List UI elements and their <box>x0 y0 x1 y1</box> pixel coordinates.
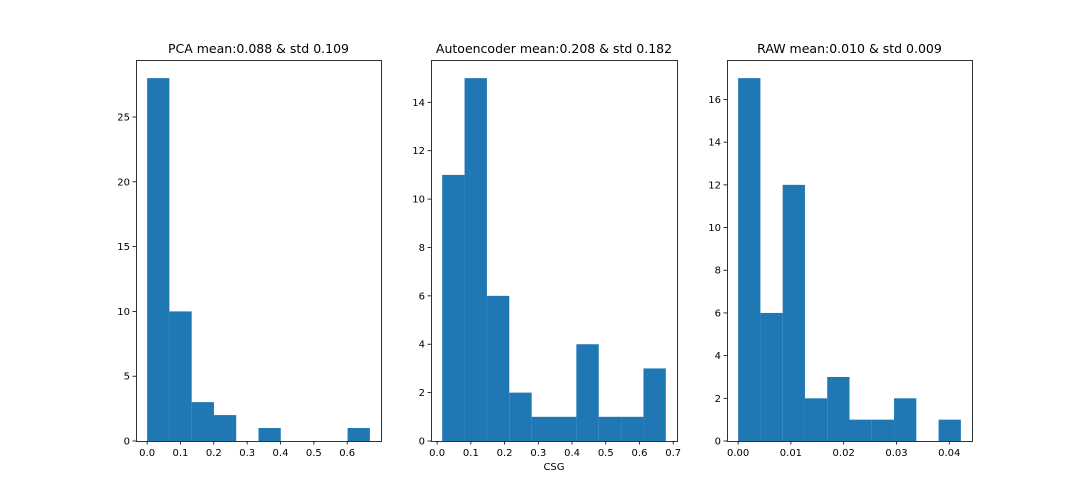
chart2-bar <box>576 344 599 441</box>
chart3-ytick-label: 2 <box>715 394 721 405</box>
chart2-ytick-label: 2 <box>419 388 425 399</box>
chart3-xtick-label: 0.02 <box>833 448 855 459</box>
chart1-bar <box>191 402 214 441</box>
chart3-bar <box>804 398 828 441</box>
chart2-ytick-label: 6 <box>419 291 425 302</box>
chart3-xtick-label: 0.04 <box>938 448 960 459</box>
chart3-ytick-label: 12 <box>708 180 721 191</box>
chart2-xtick-label: 0.2 <box>497 448 513 459</box>
chart1-ytick-label: 10 <box>117 307 130 318</box>
chart2-bar <box>464 78 487 442</box>
chart1-ytick-label: 5 <box>124 372 130 383</box>
chart1-xtick-label: 0.1 <box>173 448 189 459</box>
chart2-ytick-label: 10 <box>412 195 425 206</box>
chart3-bar <box>760 312 783 441</box>
chart3-xtick-label: 0.00 <box>727 448 749 459</box>
chart3-ytick-label: 6 <box>715 308 721 319</box>
chart3-bar <box>827 376 850 441</box>
chart1-bar <box>258 428 281 441</box>
chart1-xtick-label: 0.2 <box>206 448 222 459</box>
chart1-xtick-label: 0.6 <box>339 448 355 459</box>
chart1-bar <box>147 78 170 442</box>
chart1-bar <box>169 311 192 441</box>
chart3-bar <box>871 419 895 441</box>
chart2-ytick-label: 12 <box>412 146 425 157</box>
chart3-ytick-label: 14 <box>708 138 721 149</box>
chart2-ytick-label: 4 <box>419 340 425 351</box>
chart2-xlabel: CSG <box>543 462 564 473</box>
chart3-ytick-label: 8 <box>715 266 721 277</box>
chart2-xtick-label: 0.6 <box>632 448 648 459</box>
chart1-xtick-label: 0.3 <box>239 448 255 459</box>
chart3-ytick-label: 16 <box>708 95 721 106</box>
chart3-ytick-label: 0 <box>715 437 721 448</box>
chart3-xtick-label: 0.01 <box>780 448 802 459</box>
chart2-bar <box>598 416 622 441</box>
chart3-bar <box>849 419 872 441</box>
chart3-ytick-label: 10 <box>708 223 721 234</box>
chart2-xtick-label: 0.3 <box>530 448 546 459</box>
chart2-xtick-label: 0.0 <box>429 448 445 459</box>
chart1-ytick-label: 25 <box>117 113 130 124</box>
chart3-bar <box>894 398 917 441</box>
chart3-xtick-label: 0.03 <box>885 448 907 459</box>
chart3-bar <box>938 419 961 441</box>
chart2-xtick-label: 0.7 <box>665 448 681 459</box>
chart2-ytick-label: 8 <box>419 243 425 254</box>
chart3-bar <box>782 184 805 441</box>
chart1-xtick-label: 0.4 <box>273 448 289 459</box>
chart2-bar <box>621 416 644 441</box>
chart2-frame <box>431 60 678 442</box>
chart2-xtick-label: 0.1 <box>463 448 479 459</box>
chart3-bar <box>738 78 761 442</box>
chart1-bar <box>213 415 237 441</box>
chart1-xtick-label: 0.5 <box>306 448 322 459</box>
chart2-ytick-label: 0 <box>419 437 425 448</box>
chart1-ytick-label: 0 <box>124 437 130 448</box>
chart2-xtick-label: 0.5 <box>598 448 614 459</box>
chart1-bar <box>347 428 370 441</box>
chart3-title: RAW mean:0.010 & std 0.009 <box>757 41 942 56</box>
chart2-xtick-label: 0.4 <box>564 448 580 459</box>
chart2-ytick-label: 14 <box>412 98 425 109</box>
chart2-bar <box>442 174 465 441</box>
chart2-title: Autoencoder mean:0.208 & std 0.182 <box>436 41 672 56</box>
chart3-ytick-label: 4 <box>715 351 721 362</box>
chart3-frame <box>727 60 973 442</box>
chart1-ytick-label: 20 <box>117 177 130 188</box>
chart1-xtick-label: 0.0 <box>139 448 155 459</box>
chart2-bar <box>509 392 532 441</box>
chart2-bar <box>486 295 510 441</box>
chart2-bar <box>643 368 666 441</box>
chart1-frame <box>136 60 382 442</box>
chart1-title: PCA mean:0.088 & std 0.109 <box>168 41 349 56</box>
chart2-bar <box>531 416 554 441</box>
chart1-ytick-label: 15 <box>117 242 130 253</box>
chart2-bar <box>554 416 577 441</box>
